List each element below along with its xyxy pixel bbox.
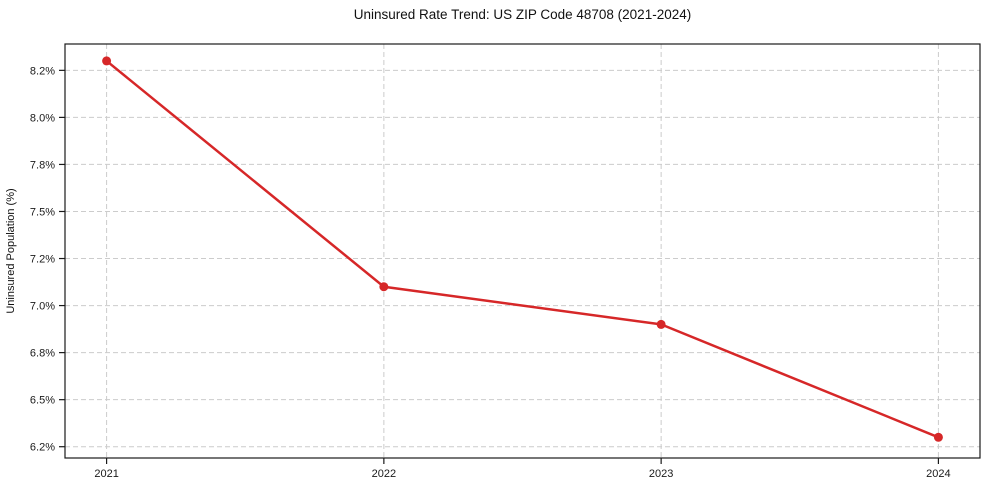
y-tick-label: 6.8% [30, 348, 55, 360]
y-tick-label: 7.0% [30, 301, 55, 313]
data-point-2023 [656, 319, 666, 329]
y-tick-label: 7.5% [30, 206, 55, 218]
y-tick-label: 8.0% [30, 112, 55, 124]
trend-line [105, 59, 940, 439]
chart-title: Uninsured Rate Trend: US ZIP Code 48708 … [353, 7, 692, 22]
data-point-2024 [933, 432, 943, 442]
data-point-2022 [379, 282, 389, 292]
x-tick-label: 2023 [649, 468, 673, 480]
x-tick-label: 2022 [372, 468, 396, 480]
x-tick-label: 2024 [926, 468, 950, 480]
y-tick-label: 7.8% [30, 159, 55, 171]
y-tick-label: 6.5% [30, 395, 55, 407]
x-tick-label: 2021 [94, 468, 118, 480]
y-tick-label: 8.2% [30, 65, 55, 77]
y-tick-label: 7.2% [30, 254, 55, 266]
data-point-2021 [102, 56, 112, 66]
y-tick-label: 6.2% [30, 442, 55, 454]
plot-border [64, 43, 981, 459]
